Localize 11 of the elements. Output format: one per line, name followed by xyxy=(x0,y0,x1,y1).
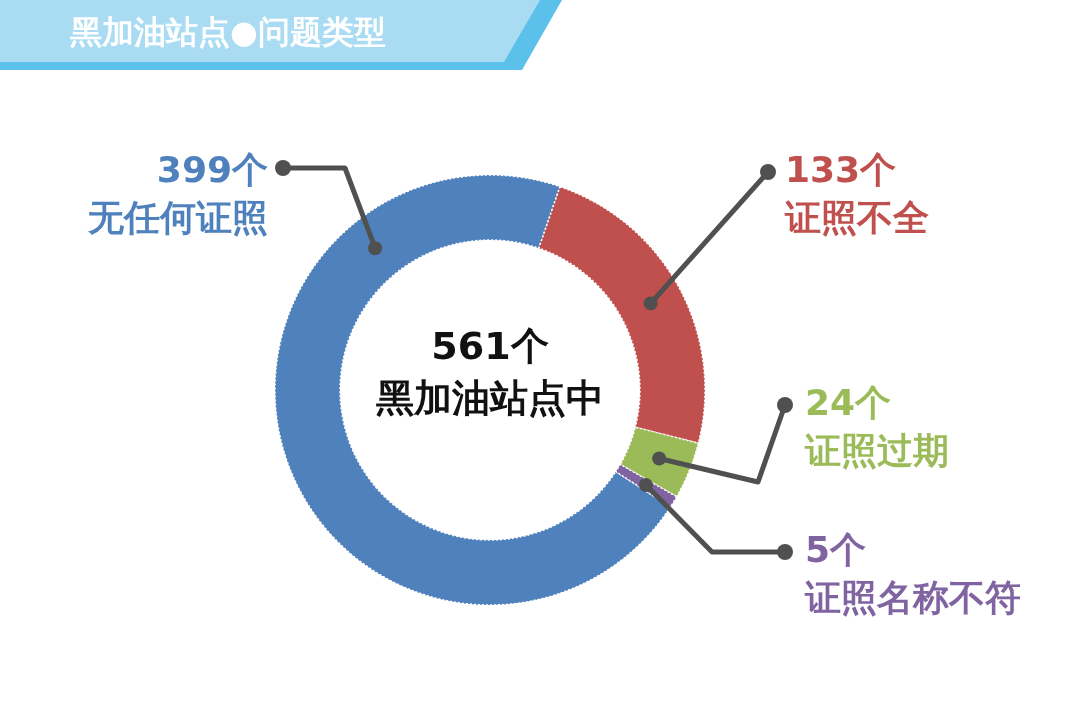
data-label: 133个 xyxy=(785,149,897,190)
chart-title: 黑加油站点●问题类型 xyxy=(70,13,386,51)
text: 黑加油站点中 xyxy=(376,375,604,420)
data-label: 399个 xyxy=(156,149,268,190)
text: 561个 xyxy=(431,323,549,368)
slice-label: 证照不全 xyxy=(784,197,929,238)
slice-label: 无任何证照 xyxy=(87,197,268,238)
slice-label: 证照名称不符 xyxy=(804,577,1021,618)
data-label: 5个 xyxy=(805,529,867,570)
slice-label: 证照过期 xyxy=(804,430,949,471)
data-label: 24个 xyxy=(805,382,892,423)
